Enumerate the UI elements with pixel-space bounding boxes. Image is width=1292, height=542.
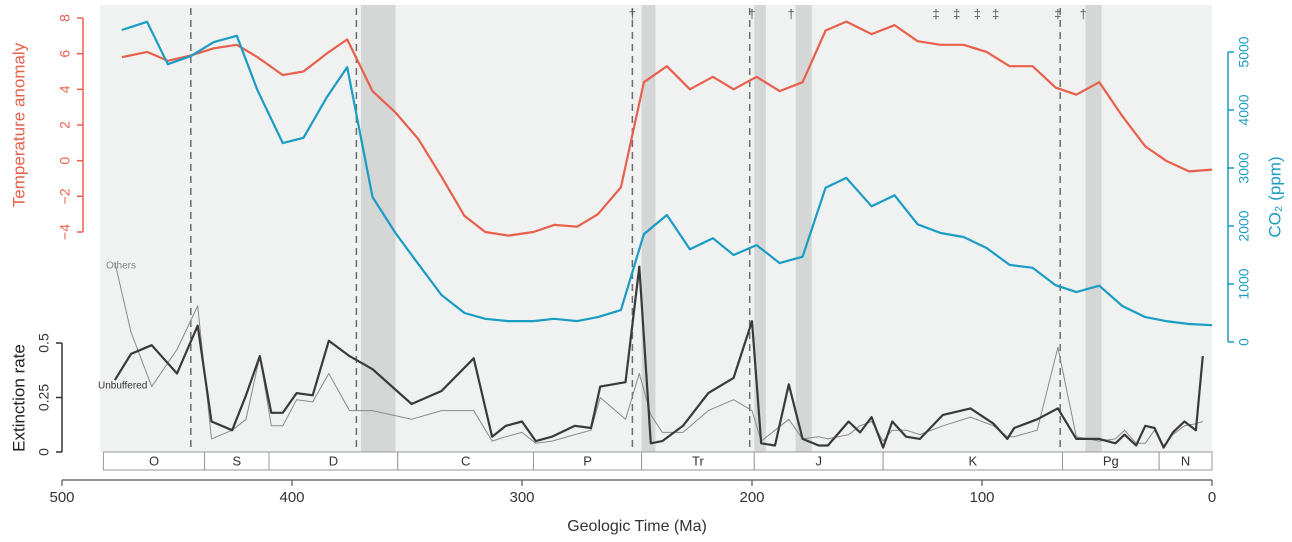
period-label: J <box>815 453 822 468</box>
x-tick-label: 200 <box>739 489 764 506</box>
x-axis-label: Geologic Time (Ma) <box>567 518 707 535</box>
x-tick-label: 0 <box>1208 489 1216 506</box>
series-label: Others <box>106 261 136 272</box>
y-tick-label: 2 <box>57 121 73 129</box>
y2-tick-label: 4000 <box>1236 94 1252 125</box>
shaded-band <box>1085 5 1102 452</box>
x-tick-label: 500 <box>49 489 74 506</box>
series-label: Unbuffered <box>98 381 147 392</box>
period-label: O <box>149 453 159 468</box>
shaded-band <box>641 5 656 452</box>
plot-background <box>100 5 1212 452</box>
shaded-band <box>795 5 812 452</box>
extinction-marker: † <box>1080 6 1087 21</box>
period-label: S <box>232 453 241 468</box>
period-label: C <box>461 453 470 468</box>
period-box <box>1158 451 1213 471</box>
y-tick-label: 6 <box>57 50 73 58</box>
period-label: K <box>968 453 977 468</box>
extinction-y-tick-label: 0.25 <box>36 384 52 411</box>
y2-tick-label: 1000 <box>1236 268 1252 299</box>
y-axis-label: Temperature anomaly <box>9 42 28 207</box>
y2-tick-label: 3000 <box>1236 152 1252 183</box>
y-tick-label: −2 <box>57 188 73 204</box>
extinction-marker: ‡ <box>932 6 939 21</box>
extinction-marker: ‡ <box>974 6 981 21</box>
data-line <box>113 265 1204 449</box>
period-label: N <box>1181 453 1190 468</box>
x-tick-label: 300 <box>509 489 534 506</box>
data-line <box>121 20 1213 327</box>
period-label: P <box>583 453 592 468</box>
x-tick-label: 400 <box>279 489 304 506</box>
extinction-y-tick-label: 0.5 <box>36 333 52 353</box>
y2-tick-label: 5000 <box>1236 36 1252 67</box>
x-tick-label: 100 <box>969 489 994 506</box>
extinction-marker: ‡ <box>1054 6 1061 21</box>
y-tick-label: 4 <box>57 85 73 93</box>
y-tick-label: 0 <box>57 157 73 165</box>
y2-tick-label: 0 <box>1236 338 1252 346</box>
extinction-axis-label: Extinction rate <box>9 344 28 452</box>
y2-tick-label: 2000 <box>1236 210 1252 241</box>
extinction-marker: † <box>787 6 794 21</box>
shaded-band <box>754 5 766 452</box>
period-label: Tr <box>692 453 704 468</box>
extinction-marker: ‡ <box>953 6 960 21</box>
period-label: D <box>329 453 338 468</box>
data-line <box>121 20 1213 237</box>
period-label: Pg <box>1103 453 1119 468</box>
extinction-marker: † <box>629 6 636 21</box>
extinction-marker: ‡ <box>992 6 999 21</box>
data-line <box>114 262 1203 446</box>
y2-axis-label: CO₂ (ppm) <box>1265 156 1284 237</box>
y-tick-label: 8 <box>57 14 73 22</box>
extinction-marker: † <box>748 6 755 21</box>
y-tick-label: −4 <box>57 224 73 240</box>
extinction-y-tick-label: 0 <box>36 448 52 456</box>
